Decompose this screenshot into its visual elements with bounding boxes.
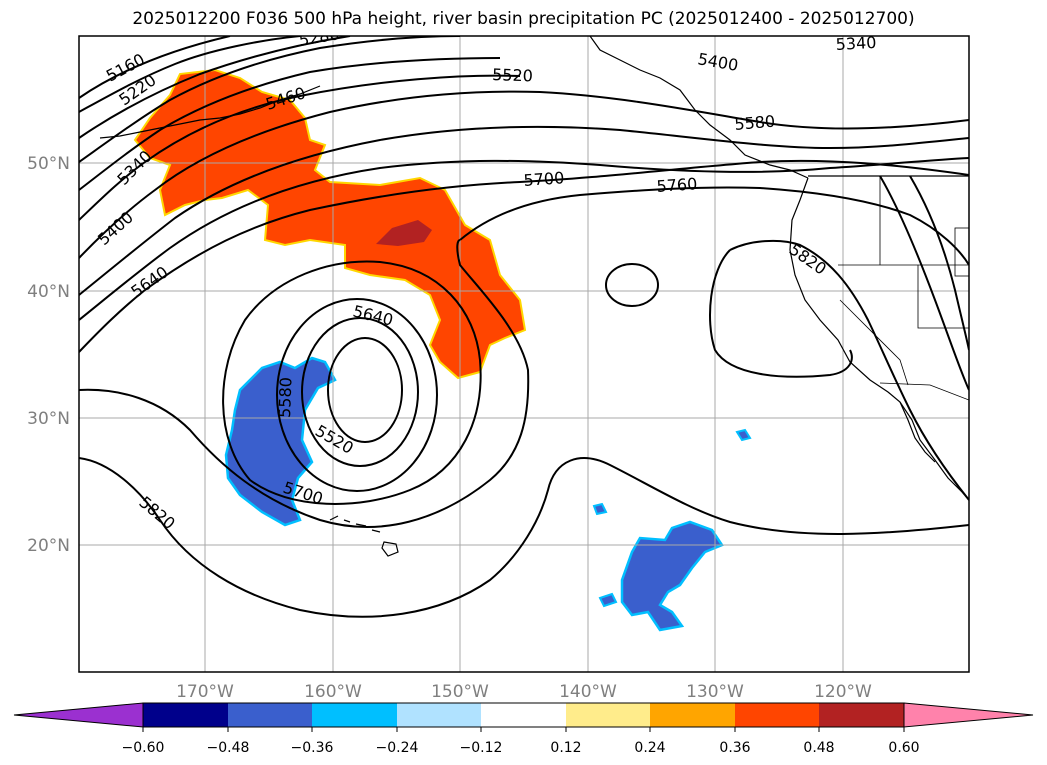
contour-label: 5400 <box>94 208 137 249</box>
lat-tick: 40°N <box>27 282 70 302</box>
contour-label: 5340 <box>835 33 877 54</box>
contour-5640-north <box>79 157 969 321</box>
contour-label: 5580 <box>734 112 776 134</box>
contour-5400 <box>79 57 501 191</box>
contour-low-5580 <box>301 317 419 467</box>
height-contours <box>79 36 969 618</box>
lat-tick: 30°N <box>27 409 70 429</box>
contour-label: 5580 <box>275 377 295 418</box>
contour-5760-low <box>79 239 530 528</box>
colorbar-cell <box>819 703 904 727</box>
state-border <box>839 299 909 386</box>
colorbar-cell <box>481 703 566 727</box>
colorbar-min-arrow <box>13 702 144 728</box>
contour-5700-north <box>79 159 969 353</box>
contour-5760-east <box>879 175 969 391</box>
us-mexico-border <box>879 382 969 401</box>
contour-label: 5820 <box>135 493 178 534</box>
colorbar-tick: 0.12 <box>550 740 581 756</box>
lon-tick: 120°W <box>814 682 872 702</box>
contour-label: 5700 <box>523 168 565 190</box>
contour-5340 <box>79 36 461 163</box>
contour-5160 <box>79 36 231 99</box>
contour-low-5520 <box>327 337 403 443</box>
colorbar-tick: 0.60 <box>888 740 919 756</box>
lon-tick: 140°W <box>559 682 617 702</box>
lat-tick: 50°N <box>27 154 70 174</box>
contour-5220 <box>79 36 301 113</box>
precip-negative-spot <box>598 592 618 608</box>
precip-negative-spot <box>735 428 752 442</box>
lon-tick: 170°W <box>176 682 234 702</box>
contour-label: 5520 <box>312 421 357 458</box>
contour-label: 5820 <box>786 240 830 279</box>
baja-coast <box>899 401 936 463</box>
hawaii-islands <box>329 515 399 557</box>
colorbar-cell <box>397 703 481 727</box>
contour-5460 <box>79 74 521 221</box>
colorbar-tick: 0.36 <box>719 740 750 756</box>
contour-label: 5640 <box>127 262 171 301</box>
contour-label: 5520 <box>492 65 533 85</box>
colorbar-tick: −0.36 <box>291 740 334 756</box>
map-area: 5160 5220 5340 5400 5640 5460 5520 5700 … <box>79 33 969 672</box>
colorbar: −0.60 −0.48 −0.36 −0.24 −0.12 0.12 0.24 … <box>13 702 1034 756</box>
precip-positive <box>133 68 527 380</box>
lon-tick: 130°W <box>686 682 744 702</box>
contour-5280 <box>79 36 351 139</box>
precip-negative-region-east <box>620 520 724 632</box>
latitude-ticks: 50°N 40°N 30°N 20°N <box>27 154 70 556</box>
colorbar-tick: −0.48 <box>207 740 250 756</box>
state-border <box>917 265 969 329</box>
contour-5760-north <box>459 186 969 266</box>
contour-label: 5760 <box>656 174 698 196</box>
contour-5820-south <box>79 457 969 618</box>
colorbar-cell <box>312 703 397 727</box>
colorbar-frame <box>142 702 905 728</box>
lat-tick: 20°N <box>27 536 70 556</box>
colorbar-max-arrow <box>903 702 1034 728</box>
colorbar-tick: 0.48 <box>803 740 834 756</box>
colorbar-tick: −0.24 <box>376 740 419 756</box>
lon-tick: 150°W <box>431 682 489 702</box>
colorbar-tick: −0.12 <box>460 740 503 756</box>
contour-5700-east <box>909 175 969 351</box>
graticule <box>79 36 969 672</box>
lon-tick: 160°W <box>304 682 362 702</box>
contour-5520-north <box>79 90 969 259</box>
contour-5580-north <box>79 125 969 296</box>
contour-high-center <box>605 263 659 307</box>
precip-negative-spot <box>592 502 608 516</box>
colorbar-cell <box>735 703 819 727</box>
precip-positive-core <box>376 220 432 246</box>
colorbar-cell <box>143 703 228 727</box>
contour-label: 5400 <box>696 49 739 75</box>
map-title: 2025012200 F036 500 hPa height, river ba… <box>132 9 915 29</box>
precip-positive-region <box>133 68 527 380</box>
contour-5820-ridge <box>729 239 969 501</box>
colorbar-cell <box>650 703 735 727</box>
longitude-ticks: 170°W 160°W 150°W 140°W 130°W 120°W <box>176 682 872 702</box>
box-outline <box>954 227 969 277</box>
contour-low-5700 <box>222 260 482 505</box>
contour-low-5640 <box>276 298 438 492</box>
map-frame <box>78 35 970 673</box>
colorbar-cell <box>228 703 312 727</box>
colorbar-tick: 0.24 <box>634 740 665 756</box>
north-american-coast <box>789 177 969 501</box>
colorbar-cell <box>566 703 650 727</box>
contour-5820-loop <box>709 249 853 378</box>
colorbar-tick: −0.60 <box>122 740 165 756</box>
